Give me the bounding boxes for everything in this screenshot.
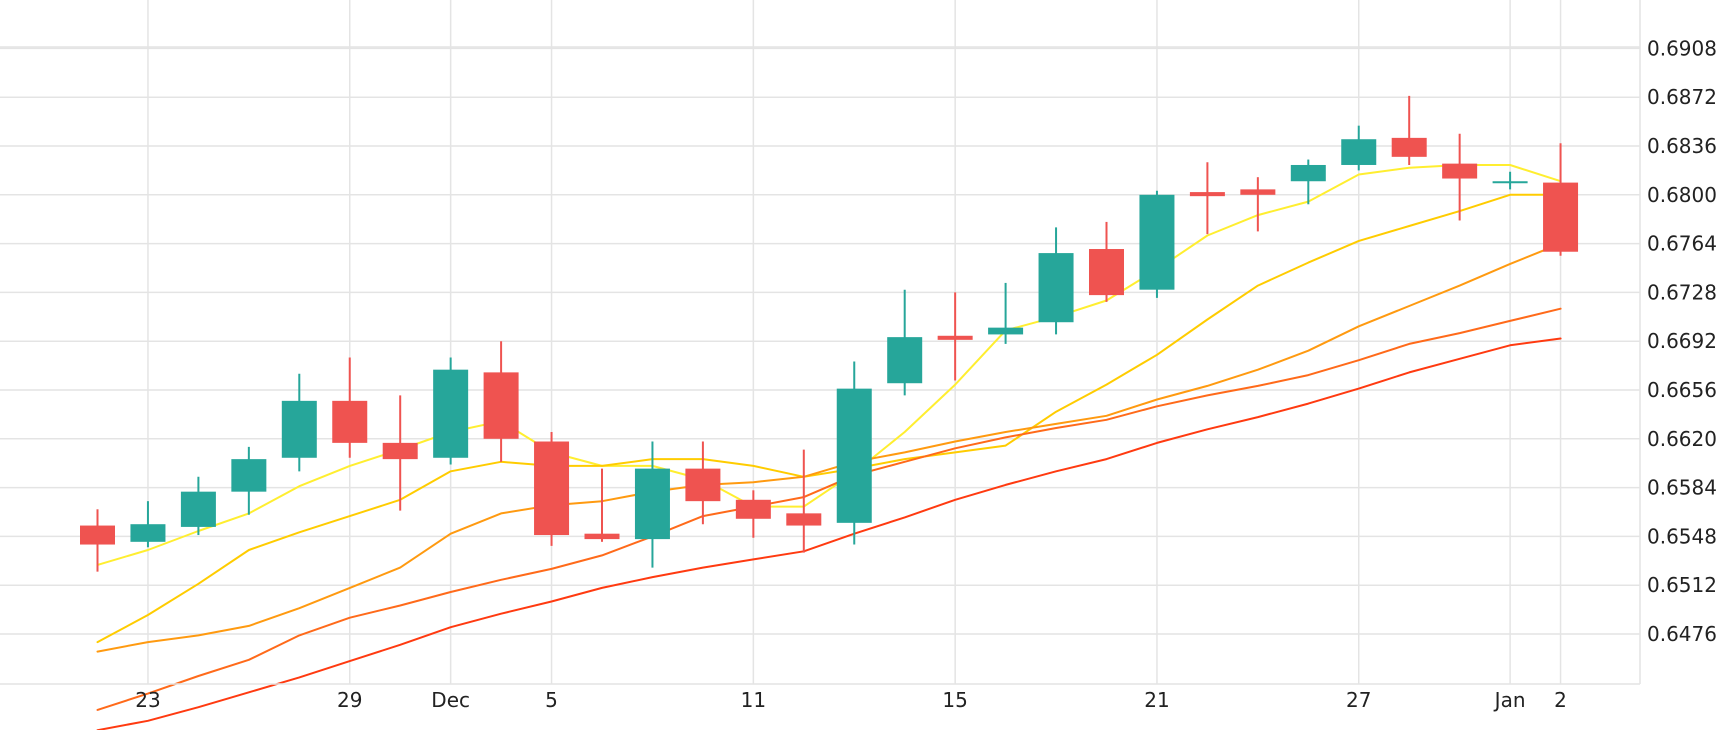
candle	[735, 490, 771, 538]
moving-average-line-1	[96, 164, 1562, 566]
candle-body	[735, 499, 771, 519]
x-tick-label: Dec	[431, 688, 470, 712]
candle-body	[1391, 137, 1427, 157]
y-tick-label: 0.6656	[1647, 378, 1717, 402]
candle-body	[1341, 139, 1377, 165]
y-tick-label: 0.6764	[1647, 232, 1717, 256]
candle	[937, 292, 973, 381]
x-tick-label: Jan	[1493, 688, 1526, 712]
candle-body	[1189, 192, 1225, 197]
x-tick-label: 2	[1554, 688, 1567, 712]
x-tick-label: 11	[741, 688, 766, 712]
x-tick-label: 27	[1346, 688, 1371, 712]
y-tick-label: 0.6584	[1647, 476, 1717, 500]
candle-body	[534, 441, 570, 536]
y-tick-label: 0.6620	[1647, 427, 1717, 451]
candle-body	[382, 442, 418, 460]
candle-body	[887, 337, 923, 384]
y-tick-label: 0.6800	[1647, 183, 1717, 207]
moving-average-line-4	[96, 307, 1562, 711]
candle-body	[988, 327, 1024, 335]
candles	[80, 95, 1579, 572]
candle	[1038, 227, 1074, 335]
candle-body	[1290, 164, 1326, 182]
candle	[836, 361, 872, 545]
candle-body	[1139, 194, 1175, 290]
candle	[382, 395, 418, 511]
candle-body	[584, 533, 620, 540]
y-tick-label: 0.6872	[1647, 85, 1717, 109]
candle-body	[483, 372, 519, 439]
candle-body	[1240, 189, 1276, 195]
candle	[1492, 171, 1528, 190]
candle	[281, 373, 317, 472]
y-tick-label: 0.6908	[1647, 36, 1717, 60]
candle-body	[1492, 181, 1528, 184]
candle	[1442, 133, 1478, 221]
candle	[534, 432, 570, 546]
candle	[634, 441, 670, 568]
y-tick-label: 0.6548	[1647, 524, 1717, 548]
candle-body	[332, 400, 368, 443]
candle-body	[685, 468, 721, 502]
grid	[0, 0, 1640, 684]
axes: 0.6476 0.6512 0.6548 0.6584 0.6620 0.6656 0.66…	[0, 0, 1717, 712]
candle	[1240, 177, 1276, 232]
x-tick-label: 29	[337, 688, 362, 712]
moving-average-line-3	[96, 242, 1562, 653]
candle-body	[180, 491, 216, 527]
y-tick-label: 0.6692	[1647, 329, 1717, 353]
candle	[1139, 190, 1175, 298]
candle	[887, 289, 923, 396]
candle	[130, 501, 166, 548]
candle-body	[281, 400, 317, 458]
candle	[786, 449, 822, 553]
candle-body	[1038, 253, 1074, 323]
candle-body	[80, 525, 115, 545]
x-tick-label: 23	[135, 688, 160, 712]
candle-body	[1442, 163, 1478, 179]
moving-average-lines	[96, 164, 1562, 730]
x-tick-label: 5	[545, 688, 558, 712]
y-tick-label: 0.6728	[1647, 280, 1717, 304]
candle-body	[433, 369, 469, 458]
candle	[1189, 162, 1225, 235]
candle	[80, 509, 115, 572]
x-tick-label: 15	[942, 688, 967, 712]
candle	[1290, 159, 1326, 205]
candle	[1543, 143, 1579, 256]
candle	[1391, 95, 1427, 165]
candle-body	[634, 468, 670, 540]
candle-body	[1089, 249, 1124, 296]
y-tick-label: 0.6512	[1647, 573, 1717, 597]
candle-body	[231, 459, 267, 492]
candle	[685, 441, 721, 525]
candle	[584, 468, 620, 542]
moving-average-line-5	[96, 337, 1562, 730]
candle-body	[836, 388, 872, 523]
candle	[988, 282, 1024, 344]
candle	[180, 476, 216, 536]
x-tick-label: 21	[1144, 688, 1169, 712]
candle	[1089, 221, 1124, 302]
candle	[1341, 125, 1377, 171]
candle	[483, 341, 519, 462]
candle	[332, 357, 368, 458]
candle-body	[786, 513, 822, 526]
candle-body	[1543, 182, 1579, 252]
candle-body	[130, 524, 166, 542]
y-tick-label: 0.6476	[1647, 622, 1717, 646]
candle	[433, 357, 469, 465]
moving-average-line-2	[96, 193, 1562, 644]
y-tick-label: 0.6836	[1647, 134, 1717, 158]
candle-body	[937, 335, 973, 340]
candle	[231, 446, 267, 515]
